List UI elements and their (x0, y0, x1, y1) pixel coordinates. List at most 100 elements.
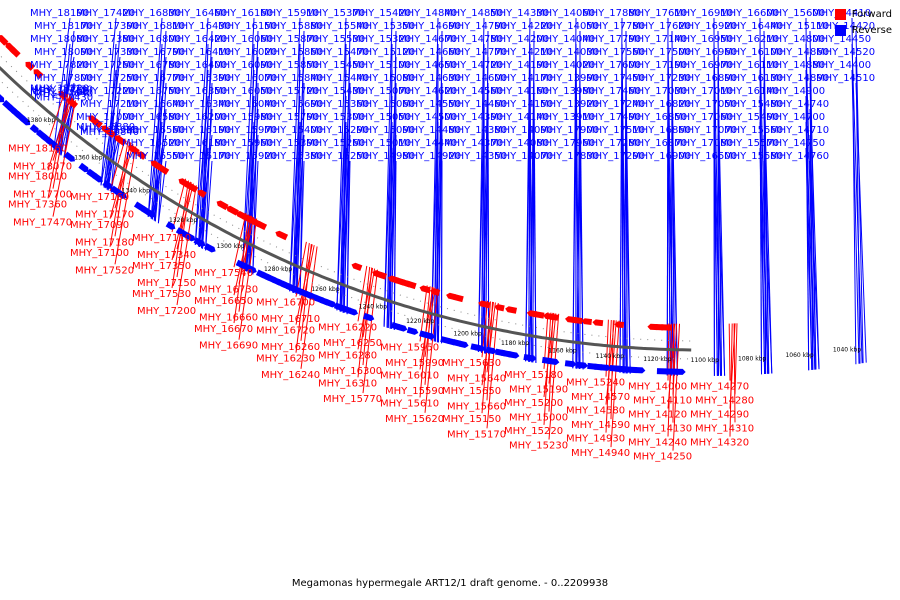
leader-line (671, 160, 678, 376)
leader-line (246, 134, 259, 272)
forward-gene-label: MHY_15150 (442, 414, 501, 425)
leader-line (300, 246, 318, 369)
reverse-gene-label: MHY_15320 (352, 34, 411, 45)
reverse-gene-label: MHY_16640 (126, 99, 185, 110)
reverse-gene-label: MHY_16460 (168, 8, 227, 19)
forward-gene-label: MHY_16660 (199, 313, 258, 324)
reverse-gene-label: MHY_17060 (674, 112, 733, 123)
leader-line (441, 160, 443, 344)
reverse-gene-label: MHY_17230 (632, 73, 691, 84)
reverse-gene-label: MHY_15080 (356, 73, 415, 84)
reverse-gene-label: MHY_15120 (356, 47, 415, 58)
reverse-gene-arrow (184, 232, 196, 242)
reverse-gene-label: MHY_14880 (766, 60, 825, 71)
leader-line (52, 95, 71, 189)
reverse-gene-label: MHY_16340 (172, 99, 231, 110)
leader-line (763, 108, 770, 374)
leader-line (357, 266, 371, 378)
forward-gene-arrow (377, 271, 388, 280)
reverse-gene-label: MHY_16810 (126, 21, 185, 32)
reverse-gene-label: MHY_14350 (448, 151, 507, 162)
scale-tick-label: 1080 kbp (738, 356, 766, 363)
forward-gene-label: MHY_17520 (75, 265, 134, 276)
reverse-gene-label: MHY_14760 (770, 151, 829, 162)
reverse-gene-label: MHY_16190 (172, 125, 231, 136)
reverse-gene-arrow (362, 312, 375, 322)
forward-gene-label: MHY_14130 (633, 424, 692, 435)
leader-line (336, 17, 347, 311)
forward-swatch (834, 8, 846, 20)
reverse-gene-label: MHY_17560 (586, 47, 645, 58)
reverse-gene-label: MHY_14650 (398, 60, 457, 71)
forward-gene-arrow (505, 306, 518, 314)
reverse-gene-arrow (78, 162, 89, 173)
reverse-gene-label: MHY_14770 (448, 47, 507, 58)
leader-line (292, 147, 301, 293)
scale-tick-label: 1380 kbp (27, 117, 55, 124)
reverse-gene-label: MHY_14030 (540, 47, 599, 58)
reverse-gene-label: MHY_17510 (586, 125, 645, 136)
reverse-gene-label: MHY_16040 (218, 99, 277, 110)
forward-gene-label: MHY_16690 (199, 341, 258, 352)
forward-gene-label: MHY_17530 (132, 289, 191, 300)
leader-line (759, 121, 769, 374)
reverse-gene-label: MHY_16790 (126, 47, 185, 58)
reverse-gene-label: MHY_14400 (812, 60, 871, 71)
reverse-gene-arrow (600, 364, 611, 371)
leader-line (387, 56, 397, 329)
leader-line (114, 146, 137, 265)
leader-line (47, 96, 72, 171)
forward-gene-arrow (451, 294, 464, 303)
leader-line (809, 160, 820, 370)
forward-gene-arrow (226, 205, 239, 216)
reverse-gene-label: MHY_16400 (168, 60, 227, 71)
reverse-gene-label: MHY_17730 (34, 85, 93, 96)
reverse-gene-label: MHY_14460 (448, 99, 507, 110)
reverse-gene-arrow (63, 151, 75, 162)
forward-gene-label: MHY_14590 (571, 420, 630, 431)
forward-gene-arrow (128, 144, 140, 156)
reverse-gene-arrow (675, 368, 686, 375)
reverse-gene-label: MHY_16430 (172, 21, 231, 32)
reverse-gene-arrow (245, 264, 257, 274)
legend-item-reverse: Reverse (834, 22, 892, 38)
reverse-gene-arrow (45, 137, 57, 148)
forward-gene-label: MHY_16300 (323, 366, 382, 377)
reverse-gene-label: MHY_14150 (494, 99, 553, 110)
reverse-gene-label: MHY_17390 (80, 21, 139, 32)
forward-gene-label: MHY_14930 (566, 434, 625, 445)
leader-line (387, 134, 397, 329)
reverse-gene-label: MHY_16750 (122, 86, 181, 97)
reverse-gene-arrow (20, 115, 31, 126)
reverse-gene-label: MHY_18190 (30, 8, 89, 19)
leader-line (114, 142, 131, 237)
forward-gene-arrow (548, 313, 559, 321)
leader-line (575, 121, 580, 369)
reverse-gene-label: MHY_17640 (34, 89, 93, 100)
leader-line (733, 323, 736, 423)
reverse-gene-label: MHY_16910 (674, 8, 733, 19)
reverse-gene-label: MHY_16980 (80, 125, 139, 136)
reverse-gene-label: MHY_16830 (122, 8, 181, 19)
forward-gene-label: MHY_16220 (318, 322, 377, 333)
reverse-gene-label: MHY_15920 (218, 151, 277, 162)
forward-gene-label: MHY_15660 (447, 401, 506, 412)
leader-line (346, 160, 351, 315)
leader-line (201, 43, 209, 249)
reverse-gene-label: MHY_14780 (444, 34, 503, 45)
leader-line (672, 323, 680, 451)
reverse-gene-label: MHY_14050 (540, 21, 599, 32)
leader-line (763, 160, 773, 374)
reverse-gene-label: MHY_15570 (720, 138, 779, 149)
forward-gene-label: MHY_16250 (323, 338, 382, 349)
leader-line (481, 301, 491, 414)
leader-line (759, 147, 766, 375)
reverse-gene-label: MHY_15600 (766, 8, 825, 19)
forward-gene-arrow (478, 300, 491, 309)
reverse-gene-label: MHY_14840 (398, 8, 457, 19)
forward-gene-arrow (33, 69, 44, 79)
scale-tick-label: 1300 kbp (216, 243, 244, 250)
reverse-gene-label: MHY_17250 (80, 73, 139, 84)
leader-line (529, 134, 535, 362)
reverse-gene-label: MHY_17140 (628, 34, 687, 45)
